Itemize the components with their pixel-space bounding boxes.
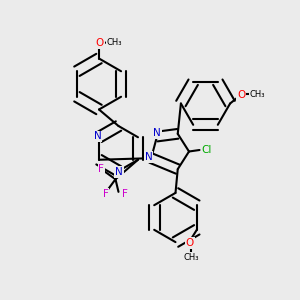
Text: CH₃: CH₃: [249, 90, 265, 99]
Text: F: F: [122, 189, 128, 199]
Text: O: O: [237, 90, 245, 100]
Text: F: F: [103, 189, 109, 199]
Text: F: F: [98, 164, 104, 174]
Text: Cl: Cl: [202, 145, 212, 155]
Text: CH₃: CH₃: [107, 38, 122, 47]
Text: N: N: [145, 152, 153, 162]
Text: O: O: [96, 38, 104, 49]
Text: N: N: [115, 167, 123, 177]
Text: CH₃: CH₃: [183, 253, 199, 262]
Text: O: O: [186, 238, 194, 248]
Text: N: N: [94, 131, 101, 141]
Text: N: N: [153, 128, 161, 138]
